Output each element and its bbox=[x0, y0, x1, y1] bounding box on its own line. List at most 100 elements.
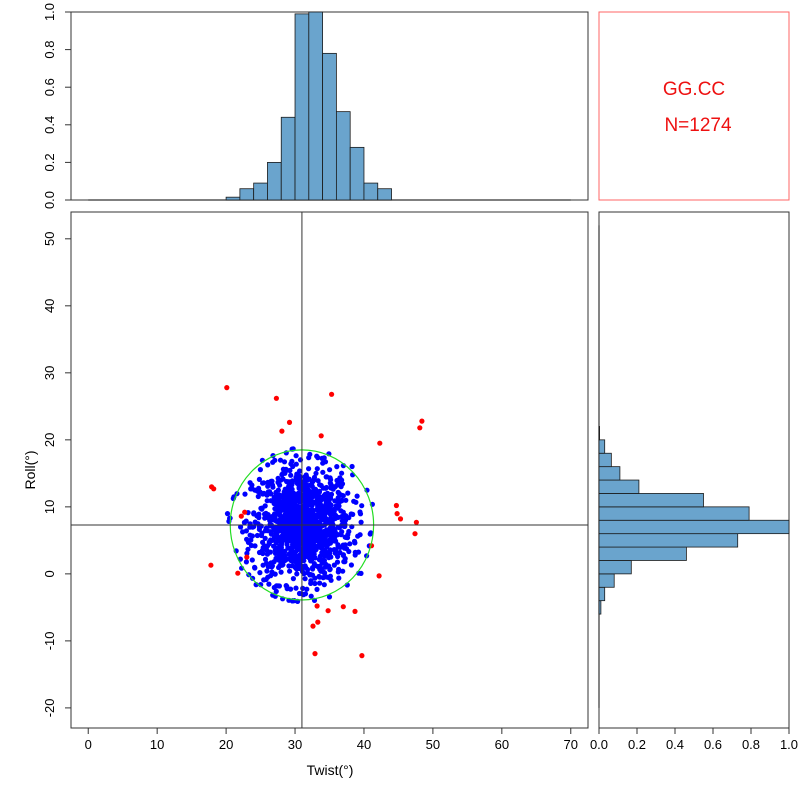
inlier-point bbox=[316, 489, 322, 495]
inlier-point bbox=[283, 515, 289, 521]
inlier-point bbox=[327, 467, 333, 473]
inlier-point bbox=[340, 509, 346, 515]
inlier-point bbox=[264, 498, 270, 504]
inlier-point bbox=[277, 457, 284, 463]
inlier-point bbox=[282, 557, 289, 563]
inlier-point bbox=[334, 464, 340, 470]
outlier-point bbox=[417, 425, 423, 431]
inlier-point bbox=[339, 470, 345, 476]
inlier-point bbox=[310, 566, 316, 572]
inlier-point bbox=[295, 532, 301, 538]
inlier-point bbox=[306, 508, 313, 514]
x-tick-label: 0 bbox=[85, 737, 92, 752]
inlier-point bbox=[314, 506, 320, 513]
inlier-point bbox=[327, 566, 333, 572]
inlier-point bbox=[284, 498, 290, 504]
inlier-point bbox=[268, 573, 274, 579]
inlier-point bbox=[337, 549, 343, 556]
roll-histogram-bar bbox=[598, 439, 606, 454]
inlier-point bbox=[265, 511, 271, 518]
inlier-point bbox=[335, 489, 341, 495]
inlier-point bbox=[275, 519, 281, 525]
inlier-point bbox=[257, 570, 263, 576]
twist-histogram-bar bbox=[239, 188, 255, 201]
inlier-point bbox=[305, 490, 311, 496]
inlier-point bbox=[357, 532, 363, 538]
roll-histogram-bar bbox=[598, 560, 632, 575]
inlier-point bbox=[305, 566, 311, 573]
inlier-point bbox=[270, 517, 277, 523]
twist-histogram-bar bbox=[377, 188, 392, 201]
inlier-point bbox=[311, 551, 317, 557]
inlier-point bbox=[336, 575, 342, 581]
twist-histogram-y-tick-label: 0.8 bbox=[42, 41, 57, 59]
inlier-point bbox=[335, 542, 341, 548]
inlier-point bbox=[338, 484, 344, 490]
inlier-point bbox=[340, 523, 346, 529]
outlier-point bbox=[393, 502, 399, 509]
y-tick-label: 50 bbox=[42, 232, 57, 246]
inlier-point bbox=[321, 582, 327, 588]
inlier-point bbox=[305, 476, 311, 482]
inlier-point bbox=[311, 499, 317, 505]
x-tick-label: 70 bbox=[564, 737, 578, 752]
inlier-point bbox=[262, 543, 268, 549]
inlier-point bbox=[296, 485, 302, 491]
inlier-point bbox=[242, 491, 248, 497]
roll-histogram-bar bbox=[598, 586, 606, 602]
inlier-point bbox=[245, 546, 251, 552]
roll-histogram-frame bbox=[598, 211, 790, 729]
outlier-point bbox=[397, 516, 404, 522]
inlier-point bbox=[290, 576, 296, 582]
inlier-point bbox=[322, 506, 328, 512]
inlier-point bbox=[308, 593, 314, 599]
outlier-point bbox=[413, 519, 419, 525]
roll-histogram-bar bbox=[598, 466, 621, 481]
outlier-point bbox=[377, 440, 383, 446]
inlier-point bbox=[265, 462, 271, 468]
inlier-point bbox=[262, 528, 269, 534]
inlier-point bbox=[273, 588, 279, 595]
inlier-point bbox=[318, 543, 324, 549]
inlier-point bbox=[317, 574, 323, 580]
inlier-point bbox=[254, 532, 260, 539]
inlier-point bbox=[337, 475, 343, 481]
inlier-point bbox=[304, 501, 311, 507]
inlier-point bbox=[315, 535, 321, 541]
outlier-point bbox=[211, 486, 217, 492]
inlier-point bbox=[319, 523, 325, 529]
roll-histogram-bar bbox=[598, 519, 790, 535]
inlier-point bbox=[265, 564, 271, 570]
twist-histogram-bar bbox=[308, 11, 324, 201]
roll-histogram-x-tick-label: 0.8 bbox=[742, 737, 760, 752]
inlier-point bbox=[323, 485, 329, 491]
inlier-point bbox=[323, 562, 329, 568]
inlier-point bbox=[272, 457, 278, 463]
outlier-point bbox=[329, 391, 335, 397]
inlier-point bbox=[255, 493, 261, 500]
outlier-point bbox=[314, 603, 320, 609]
inlier-point bbox=[335, 495, 341, 501]
inlier-point bbox=[333, 548, 339, 554]
inlier-point bbox=[312, 531, 318, 537]
inlier-point bbox=[317, 580, 323, 586]
inlier-point bbox=[289, 554, 295, 560]
inlier-point bbox=[312, 486, 319, 492]
roll-histogram-x-tick-label: 0.6 bbox=[704, 737, 722, 752]
inlier-point bbox=[283, 532, 289, 538]
outlier-point bbox=[352, 608, 358, 615]
inlier-point bbox=[343, 534, 349, 541]
inlier-point bbox=[224, 510, 231, 517]
inlier-point bbox=[273, 489, 279, 495]
inlier-point bbox=[329, 508, 335, 514]
inlier-point bbox=[335, 569, 341, 575]
x-tick-label: 50 bbox=[426, 737, 440, 752]
inlier-point bbox=[327, 547, 333, 553]
inlier-point bbox=[267, 549, 273, 555]
inlier-point bbox=[353, 499, 359, 505]
inlier-point bbox=[252, 564, 258, 571]
inlier-point bbox=[327, 525, 333, 531]
roll-histogram-bar bbox=[598, 452, 612, 468]
inlier-point bbox=[302, 548, 308, 554]
